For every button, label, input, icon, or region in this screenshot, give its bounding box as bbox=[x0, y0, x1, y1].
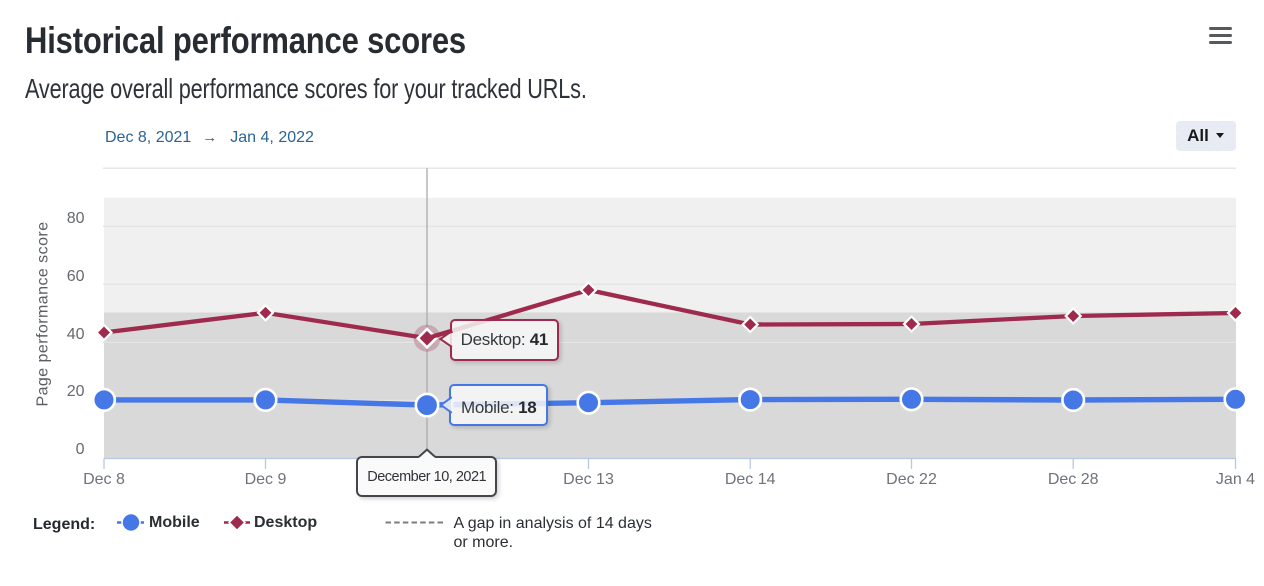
svg-text:Page performance score: Page performance score bbox=[35, 221, 52, 406]
